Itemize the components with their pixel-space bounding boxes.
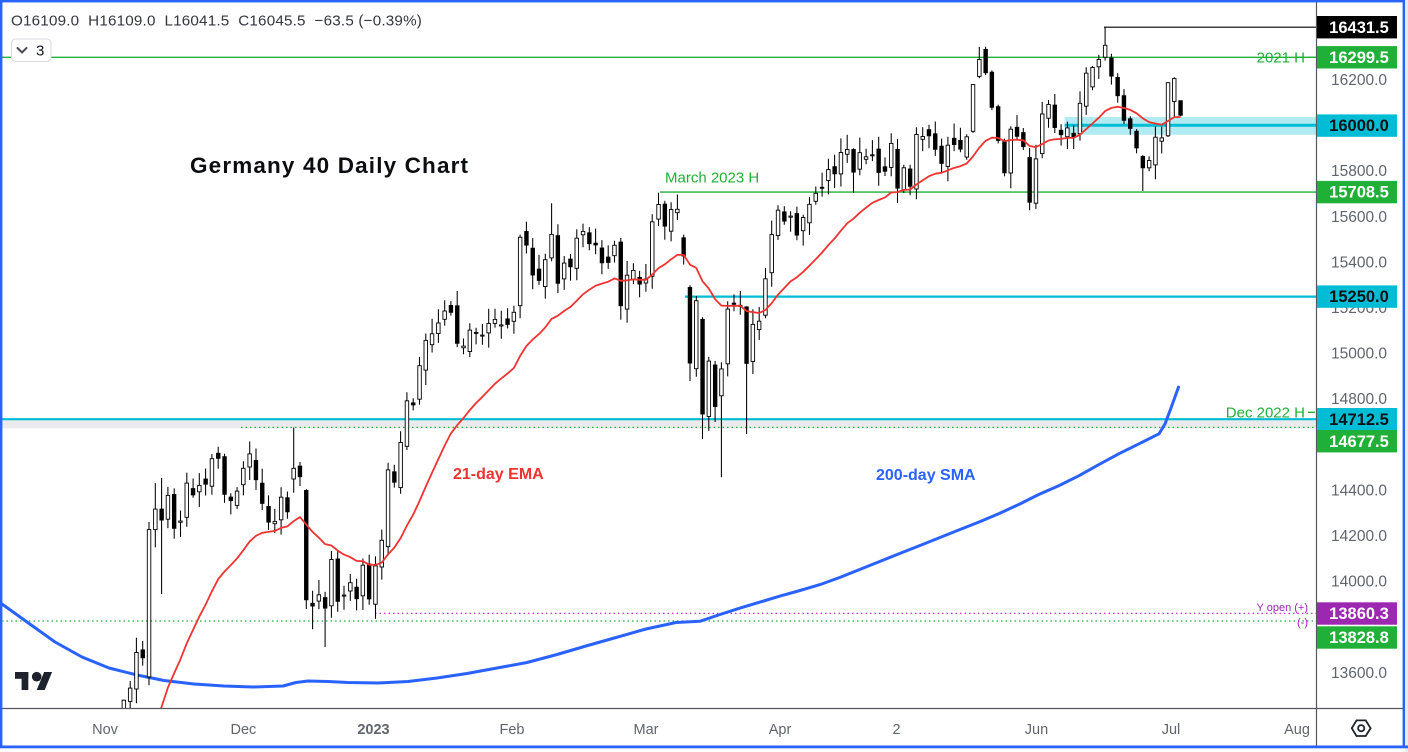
svg-text:Dec 2022 H: Dec 2022 H	[1226, 404, 1305, 421]
svg-text:2: 2	[892, 722, 900, 738]
svg-text:Germany 40 Daily Chart: Germany 40 Daily Chart	[190, 153, 469, 178]
svg-text:14200.0: 14200.0	[1331, 528, 1387, 545]
svg-text:16299.5: 16299.5	[1329, 49, 1389, 67]
svg-text:2023: 2023	[357, 722, 389, 738]
svg-text:3: 3	[36, 43, 44, 60]
svg-text:16200.0: 16200.0	[1331, 72, 1387, 89]
svg-text:14677.5: 14677.5	[1329, 433, 1389, 451]
svg-text:Mar: Mar	[634, 722, 659, 738]
svg-text:Y open (+): Y open (+)	[1257, 602, 1308, 614]
svg-text:(-): (-)	[1297, 617, 1308, 629]
svg-text:2021 H: 2021 H	[1257, 49, 1305, 66]
svg-text:16000.0: 16000.0	[1329, 117, 1389, 135]
svg-text:15000.0: 15000.0	[1331, 346, 1387, 363]
svg-text:Nov: Nov	[92, 722, 119, 738]
svg-text:15250.0: 15250.0	[1329, 288, 1389, 306]
svg-text:200-day SMA: 200-day SMA	[876, 467, 976, 484]
svg-text:15400.0: 15400.0	[1331, 254, 1387, 271]
svg-text:Apr: Apr	[769, 722, 792, 738]
svg-text:14800.0: 14800.0	[1331, 391, 1387, 408]
svg-text:15600.0: 15600.0	[1331, 209, 1387, 226]
svg-text:March 2023 H: March 2023 H	[665, 170, 759, 187]
svg-text:14400.0: 14400.0	[1331, 482, 1387, 499]
svg-text:Jun: Jun	[1025, 722, 1048, 738]
svg-text:13600.0: 13600.0	[1331, 665, 1387, 682]
svg-text:13860.3: 13860.3	[1329, 605, 1389, 623]
svg-text:O16109.0 H16109.0 L16041.5: O16109.0 H16109.0 L16041.5 C16045.5 −63.…	[11, 13, 422, 30]
svg-text:21-day EMA: 21-day EMA	[453, 466, 544, 483]
svg-text:13828.8: 13828.8	[1329, 629, 1389, 647]
svg-text:16431.5: 16431.5	[1329, 19, 1389, 37]
svg-text:14000.0: 14000.0	[1331, 574, 1387, 591]
svg-text:Aug: Aug	[1284, 722, 1310, 738]
svg-text:14712.5: 14712.5	[1329, 411, 1389, 429]
svg-text:Dec: Dec	[231, 722, 257, 738]
svg-text:Jul: Jul	[1162, 722, 1181, 738]
svg-text:15708.5: 15708.5	[1329, 184, 1389, 202]
svg-text:Feb: Feb	[500, 722, 525, 738]
svg-text:15800.0: 15800.0	[1331, 163, 1387, 180]
